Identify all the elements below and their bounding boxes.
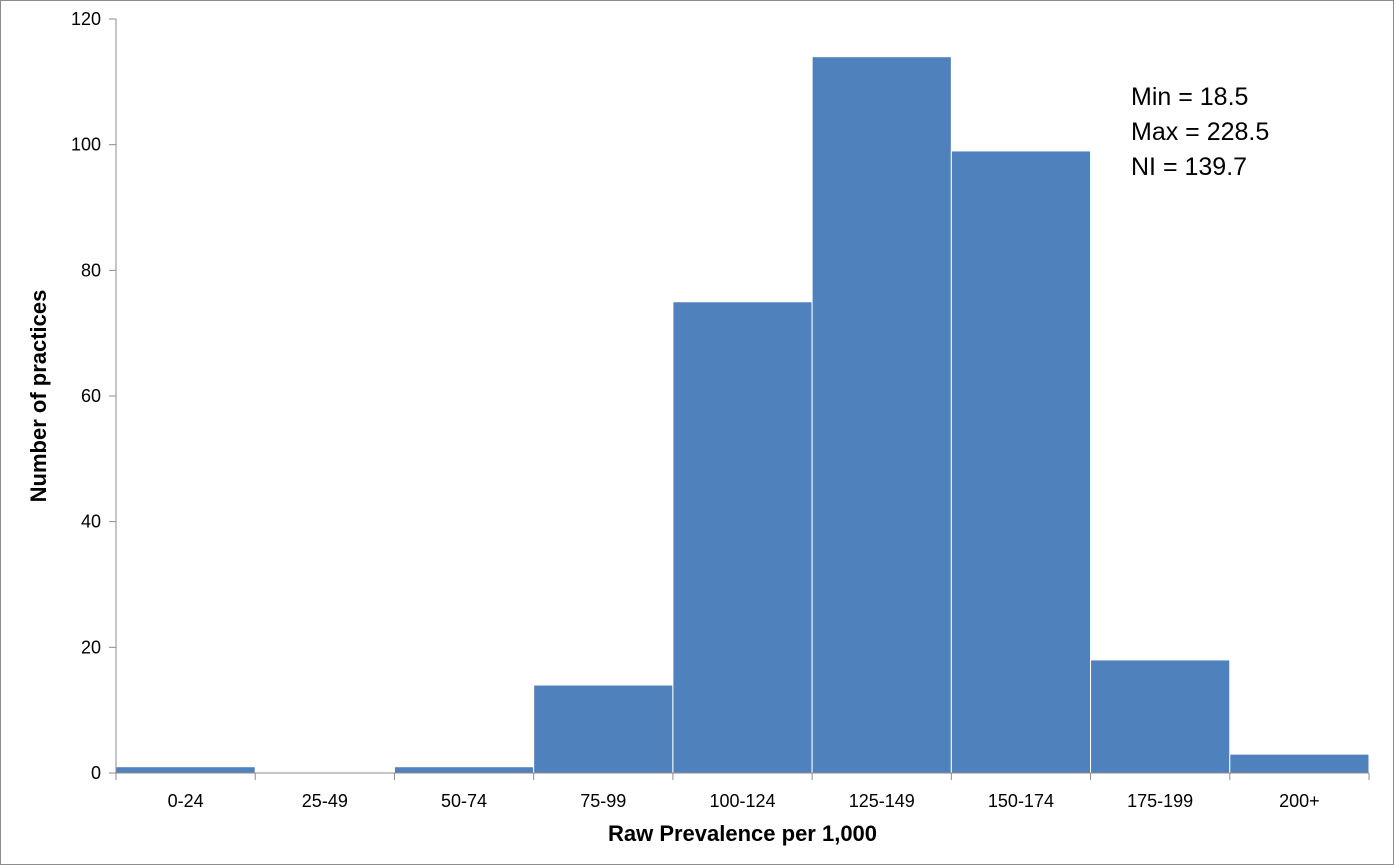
x-ticks: 0-24 25-49 50-74 75-99 100-124 125-149 150-174… bbox=[115, 773, 1370, 811]
y-tick-label: 100 bbox=[71, 135, 101, 155]
x-tick-label: 50-74 bbox=[441, 791, 487, 811]
bar-50-74 bbox=[393, 766, 535, 774]
bar-125-149 bbox=[811, 56, 952, 774]
x-axis-title: Raw Prevalence per 1,000 bbox=[608, 821, 877, 846]
y-ticks: 0 20 40 60 80 100 120 bbox=[71, 9, 116, 783]
bar-75-99 bbox=[533, 684, 674, 774]
y-tick-label: 40 bbox=[81, 512, 101, 532]
bar-0-24 bbox=[115, 766, 256, 774]
x-tick-label: 175-199 bbox=[1127, 791, 1193, 811]
bar-100-124 bbox=[672, 301, 813, 774]
y-axis-title: Number of practices bbox=[26, 290, 51, 503]
x-tick-label: 150-174 bbox=[988, 791, 1054, 811]
stat-min: Min = 18.5 bbox=[1131, 83, 1248, 111]
y-tick-label: 120 bbox=[71, 9, 101, 29]
bar-200+ bbox=[1229, 753, 1370, 774]
x-tick-label: 25-49 bbox=[302, 791, 348, 811]
y-tick-label: 20 bbox=[81, 637, 101, 657]
bar-175-199 bbox=[1090, 659, 1231, 774]
stats-annotation: Min = 18.5 Max = 228.5 NI = 139.7 bbox=[1131, 83, 1269, 181]
bar-150-174 bbox=[950, 150, 1092, 774]
x-tick-label: 0-24 bbox=[168, 791, 204, 811]
x-tick-label: 100-124 bbox=[709, 791, 775, 811]
x-tick-label: 200+ bbox=[1279, 791, 1320, 811]
stat-max: Max = 228.5 bbox=[1131, 118, 1269, 146]
bars-layer bbox=[115, 56, 1370, 774]
y-tick-label: 0 bbox=[91, 763, 101, 783]
stat-ni: NI = 139.7 bbox=[1131, 153, 1247, 181]
y-tick-label: 80 bbox=[81, 260, 101, 280]
x-tick-label: 125-149 bbox=[849, 791, 915, 811]
y-tick-label: 60 bbox=[81, 386, 101, 406]
x-tick-label: 75-99 bbox=[580, 791, 626, 811]
